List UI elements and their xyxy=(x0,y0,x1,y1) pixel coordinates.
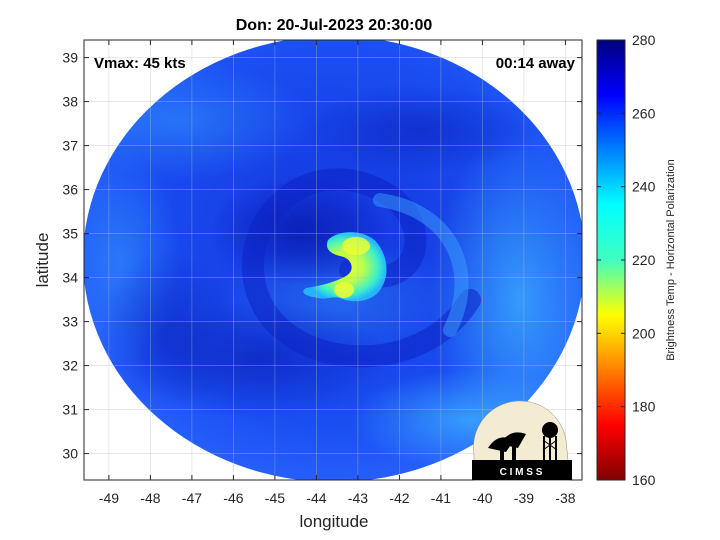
x-axis-label: longitude xyxy=(299,512,368,531)
colorbar-tick-label: 200 xyxy=(632,325,656,341)
chart-title: Don: 20-Jul-2023 20:30:00 xyxy=(236,17,433,34)
x-tick-label: -46 xyxy=(223,490,243,506)
y-tick-label: 31 xyxy=(62,402,78,418)
vmax-label: Vmax: 45 kts xyxy=(94,55,186,72)
x-tick-label: -41 xyxy=(431,490,451,506)
svg-text:C I M S S: C I M S S xyxy=(500,467,543,478)
y-tick-label: 32 xyxy=(62,358,78,374)
axis-ticks: -49 -48 -47 -46 -45 -44 -43 -42 -41 -40 -39 -38 30 31… xyxy=(62,40,582,506)
brightness-temp-swath xyxy=(84,40,582,480)
x-tick-label: -43 xyxy=(348,490,368,506)
y-tick-label: 34 xyxy=(62,270,78,286)
y-tick-label: 33 xyxy=(62,314,78,330)
y-tick-label: 35 xyxy=(62,226,78,242)
y-tick-label: 38 xyxy=(62,94,78,110)
colorbar-tick-label: 180 xyxy=(632,399,656,415)
colorbar-tick-label: 240 xyxy=(632,179,656,195)
x-tick-label: -48 xyxy=(140,490,160,506)
y-tick-label: 30 xyxy=(62,446,78,462)
time-offset-label: 00:14 away xyxy=(496,55,576,72)
axes-frame xyxy=(83,39,583,481)
y-axis-label: latitude xyxy=(33,233,52,288)
x-tick-label: -47 xyxy=(182,490,202,506)
x-tick-label: -49 xyxy=(99,490,119,506)
cimss-logo: C I M S S xyxy=(472,400,572,481)
colorbar-tick-label: 160 xyxy=(632,472,656,488)
y-tick-label: 37 xyxy=(62,138,78,154)
colorbar: 160 180 200 220 240 260 280 Brightness Temp - … xyxy=(596,32,677,488)
colorbar-ticks: 160 180 200 220 240 260 280 xyxy=(597,32,656,488)
colorbar-tick-label: 260 xyxy=(632,105,656,121)
colorbar-label: Brightness Temp - Horizontal Polarizatio… xyxy=(665,159,677,361)
x-tick-label: -39 xyxy=(514,490,534,506)
grid-lines xyxy=(84,40,582,480)
y-tick-label: 39 xyxy=(62,50,78,66)
x-tick-label: -42 xyxy=(389,490,409,506)
x-tick-label: -45 xyxy=(265,490,285,506)
x-tick-label: -40 xyxy=(472,490,492,506)
colorbar-tick-label: 220 xyxy=(632,252,656,268)
x-tick-label: -44 xyxy=(306,490,326,506)
x-tick-label: -38 xyxy=(555,490,575,506)
y-tick-label: 36 xyxy=(62,182,78,198)
colorbar-tick-label: 280 xyxy=(632,32,656,48)
colorbar-gradient xyxy=(596,39,626,481)
